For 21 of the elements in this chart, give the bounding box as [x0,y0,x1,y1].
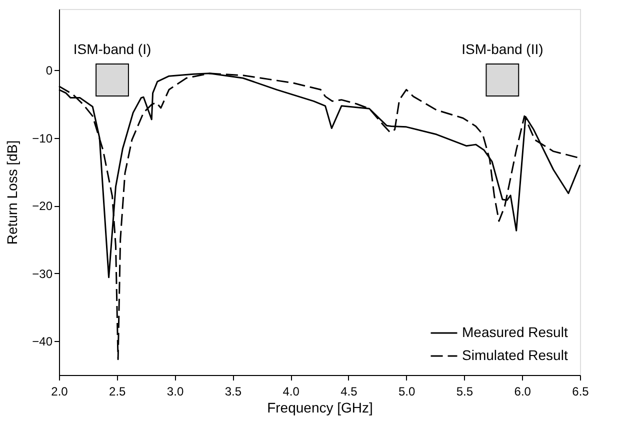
y-tick-label: −40 [32,334,53,349]
x-tick-label: 2.5 [109,384,126,398]
y-tick-label: −30 [32,266,53,281]
x-tick-label: 3.5 [224,384,242,398]
x-tick-label: 6.0 [514,384,532,398]
x-axis-title: Frequency [GHz] [267,400,373,416]
x-tick-label: 5.5 [456,384,474,398]
band-label: ISM-band (I) [73,41,152,57]
x-tick-label: 6.5 [572,384,590,398]
y-tick-label: −10 [32,131,53,146]
legend-label: Simulated Result [462,347,568,363]
x-tick-label: 4.5 [340,384,358,398]
band-label: ISM-band (II) [462,41,544,57]
y-axis-title: Return Loss [dB] [4,140,20,245]
legend-label: Measured Result [462,324,568,340]
x-tick-label: 3.0 [166,384,184,398]
x-tick-label: 5.0 [398,384,416,398]
x-tick-label: 4.0 [282,384,300,398]
y-tick-label: 0 [46,64,53,78]
x-tick-label: 2.0 [51,384,68,398]
y-tick-label: −20 [32,199,53,214]
